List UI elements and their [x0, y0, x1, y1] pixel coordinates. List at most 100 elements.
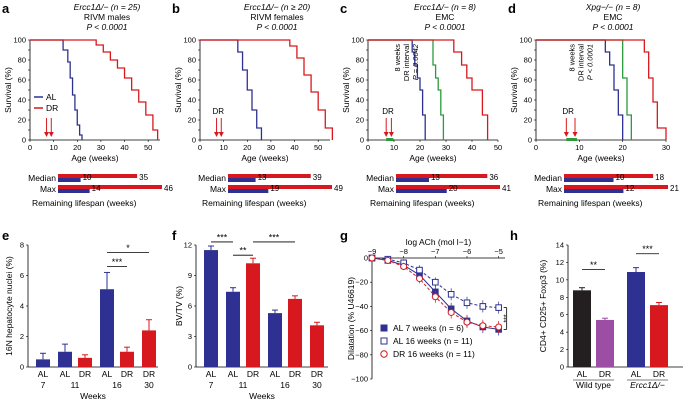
panel-pvalue: P < 0.0001 [592, 22, 633, 32]
y-axis-label: Survival (%) [3, 67, 13, 113]
max-label: Max [378, 184, 395, 194]
dr-interval-bar [566, 138, 577, 141]
dr-arrow-label: DR [213, 107, 225, 116]
interval-text: 8 weeks [567, 44, 576, 72]
x-axis-label: Age (weeks) [409, 153, 456, 163]
bar-dr [288, 298, 302, 367]
max-al-bar [396, 189, 447, 193]
y-tick-label: 14 [556, 241, 564, 250]
lifespan-xlabel: Remaining lifespan (weeks) [32, 198, 137, 208]
legend-label: AL [46, 92, 57, 102]
dr-interval-bar [386, 138, 394, 141]
y-tick-label: −80 [355, 350, 368, 359]
bar-dr [310, 325, 324, 367]
panel-subtitle: RIVM females [250, 12, 303, 22]
max-label: Max [210, 184, 227, 194]
median-dr-bar [58, 174, 138, 178]
x-tick-label: 0 [366, 143, 370, 152]
significance-label: *** [269, 232, 280, 242]
significance-label: *** [504, 314, 511, 322]
y-axis-label: BV/TV (%) [174, 286, 184, 326]
max-al-value: 14 [92, 184, 101, 193]
y-tick-label: −40 [355, 302, 368, 311]
bar-al [36, 359, 50, 367]
panel-letter: d [508, 1, 516, 16]
significance-label: *** [642, 244, 653, 254]
legend-label: AL 7 weeks (n = 6) [393, 323, 464, 333]
bar-dr [246, 263, 260, 367]
y-tick-label: 100 [351, 36, 364, 45]
max-label: Max [40, 184, 57, 194]
significance-label: ** [239, 246, 247, 256]
dr-arrow-head [44, 132, 50, 137]
median-label: Median [28, 173, 56, 183]
x-tick-label: 10 [49, 143, 57, 152]
dr-arrow-head [388, 132, 394, 137]
median-al-value: 13 [431, 173, 440, 182]
significance-label: *** [112, 257, 123, 267]
interval-text: P < 0.0001 [585, 44, 594, 80]
bar-dr [142, 330, 156, 367]
median-al-bar [58, 178, 81, 182]
dr-arrow-head [214, 132, 220, 137]
x-tick-label: 50 [494, 143, 502, 152]
panel-subtitle: EMC [436, 12, 455, 22]
group-label: 16 [112, 380, 122, 390]
median-dr-value: 39 [313, 173, 322, 182]
y-tick-label: 0 [560, 363, 564, 372]
panel-title: Ercc1Δ/− (n = 25) [74, 2, 141, 12]
y-tick-label: 40 [524, 96, 532, 105]
max-al-bar [228, 189, 269, 193]
y-tick-label: 0 [528, 136, 532, 145]
survival-curve-al [200, 39, 263, 140]
panel-title: Xpg−/− (n = 8) [585, 2, 641, 12]
max-dr-value: 21 [670, 184, 679, 193]
y-tick-label: 8 [560, 293, 564, 302]
survival-curve-al [30, 39, 83, 140]
y-tick-label: −60 [355, 326, 368, 335]
group-label: 30 [144, 380, 154, 390]
bar-label: DR [121, 369, 133, 379]
y-tick-label: 60 [356, 76, 364, 85]
dr-arrow-head [218, 132, 224, 137]
bar-dr [78, 357, 92, 367]
y-tick-label: 4 [560, 328, 564, 337]
y-tick-label: 12 [184, 241, 192, 250]
max-dr-value: 49 [334, 184, 343, 193]
median-dr-bar [396, 174, 488, 178]
bar-al [268, 313, 282, 367]
lifespan-xlabel: Remaining lifespan (weeks) [370, 198, 475, 208]
y-tick-label: 100 [183, 36, 196, 45]
y-tick-label: 20 [188, 116, 196, 125]
dr-arrow-head [48, 132, 54, 137]
bar-label: AL [102, 369, 113, 379]
y-tick-label: −20 [355, 278, 368, 287]
bar-label: DR [653, 369, 665, 379]
bar-label: DR [79, 369, 91, 379]
median-dr-bar [228, 174, 311, 178]
data-point [416, 266, 423, 274]
panel-letter: e [2, 228, 9, 243]
max-al-value: 19 [270, 184, 279, 193]
dr-arrow-label: DR [562, 107, 574, 116]
x-tick-label: 10 [390, 143, 398, 152]
x-tick-label: 10 [575, 143, 583, 152]
y-tick-label: 0 [360, 136, 364, 145]
y-tick-label: 2 [20, 332, 24, 341]
x-tick-label: 20 [73, 143, 81, 152]
x-tick-label: 10 [219, 143, 227, 152]
lifespan-xlabel: Remaining lifespan (weeks) [538, 198, 643, 208]
bar-al [226, 291, 240, 367]
median-label: Median [198, 173, 226, 183]
legend-label: AL 16 weeks (n = 11) [393, 336, 473, 346]
y-tick-label: 0 [188, 363, 192, 372]
bar-label: AL [631, 369, 642, 379]
bar-label: AL [206, 369, 217, 379]
survival-curve-dr [536, 39, 667, 140]
y-tick-label: 100 [519, 36, 532, 45]
median-al-value: 10 [83, 173, 92, 182]
median-label: Median [534, 173, 562, 183]
y-tick-label: 40 [188, 96, 196, 105]
data-point [368, 254, 376, 262]
